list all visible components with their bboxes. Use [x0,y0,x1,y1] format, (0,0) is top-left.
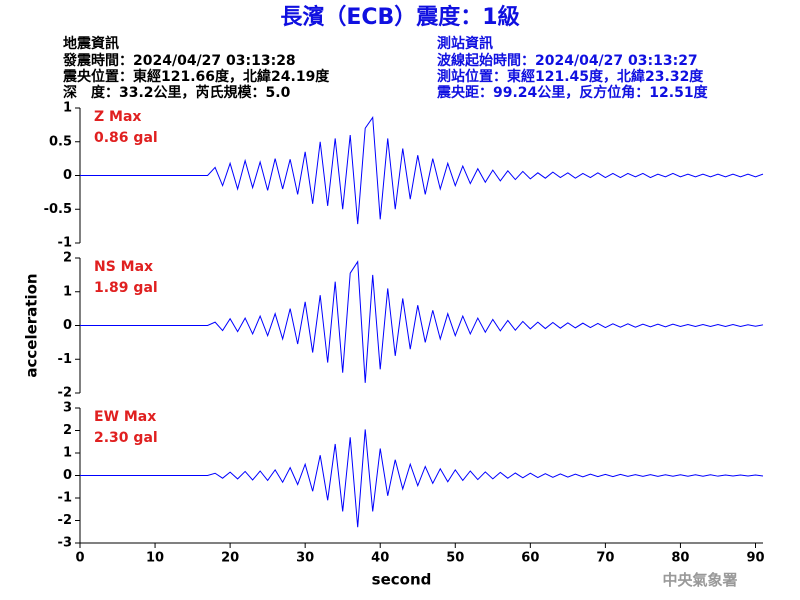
x-axis-label: second [372,571,432,589]
info-line: 震央距：99.24公里，反方位角：12.51度 [436,84,709,101]
max-annotation: 0.86 gal [94,130,158,146]
title: 長濱（ECB）震度：1級 [280,4,519,30]
max-annotation: EW Max [94,409,156,425]
x-tick-label: 80 [671,551,689,566]
max-annotation: Z Max [94,109,141,125]
y-tick-label: 1 [63,101,72,116]
waveform [80,260,764,383]
y-tick-label: 2 [63,251,72,266]
y-tick-label: -1 [58,491,72,506]
x-tick-label: 30 [296,551,314,566]
max-annotation: 2.30 gal [94,430,158,446]
info-line: 發震時間：2024/04/27 03:13:28 [62,52,296,69]
y-tick-label: 0.5 [49,134,72,149]
info-line: 波線起始時間：2024/04/27 03:13:27 [437,52,698,69]
y-tick-label: 0 [63,468,72,483]
y-tick-label: 3 [63,401,72,416]
waveform [80,116,764,225]
x-tick-label: 90 [746,551,764,566]
station-info: 測站資訊 波線起始時間：2024/04/27 03:13:27 測站位置：東經1… [436,35,709,101]
info-line: 地震資訊 [63,35,119,52]
y-tick-label: -3 [58,536,72,551]
x-tick-label: 10 [146,551,164,566]
x-tick-label: 40 [371,551,389,566]
info-line: 測站位置：東經121.45度，北緯23.32度 [437,68,704,85]
info-line: 深 度：33.2公里，芮氏規模：5.0 [63,84,291,101]
y-axis-label: acceleration [23,273,41,377]
y-tick-label: -1 [58,236,72,251]
y-tick-label: 0 [63,318,72,333]
info-line: 震央位置：東經121.66度，北緯24.19度 [62,68,330,85]
waveform [80,429,764,528]
y-tick-label: 2 [63,423,72,438]
event-info: 地震資訊 發震時間：2024/04/27 03:13:28 震央位置：東經121… [62,35,330,101]
y-tick-label: -2 [58,386,72,401]
info-line: 測站資訊 [437,35,493,52]
y-tick-label: 0 [63,168,72,183]
x-tick-label: 70 [596,551,614,566]
max-annotation: NS Max [94,259,153,275]
footer: 中央氣象署 [662,571,737,589]
x-tick-label: 60 [521,551,539,566]
max-annotation: 1.89 gal [94,280,158,296]
x-tick-label: 0 [75,551,84,566]
y-tick-label: 1 [63,446,72,461]
y-tick-label: -2 [58,513,72,528]
x-tick-label: 50 [446,551,464,566]
y-tick-label: -1 [58,352,72,367]
y-tick-label: -0.5 [44,202,72,217]
y-tick-label: 1 [63,284,72,299]
x-tick-label: 20 [221,551,239,566]
